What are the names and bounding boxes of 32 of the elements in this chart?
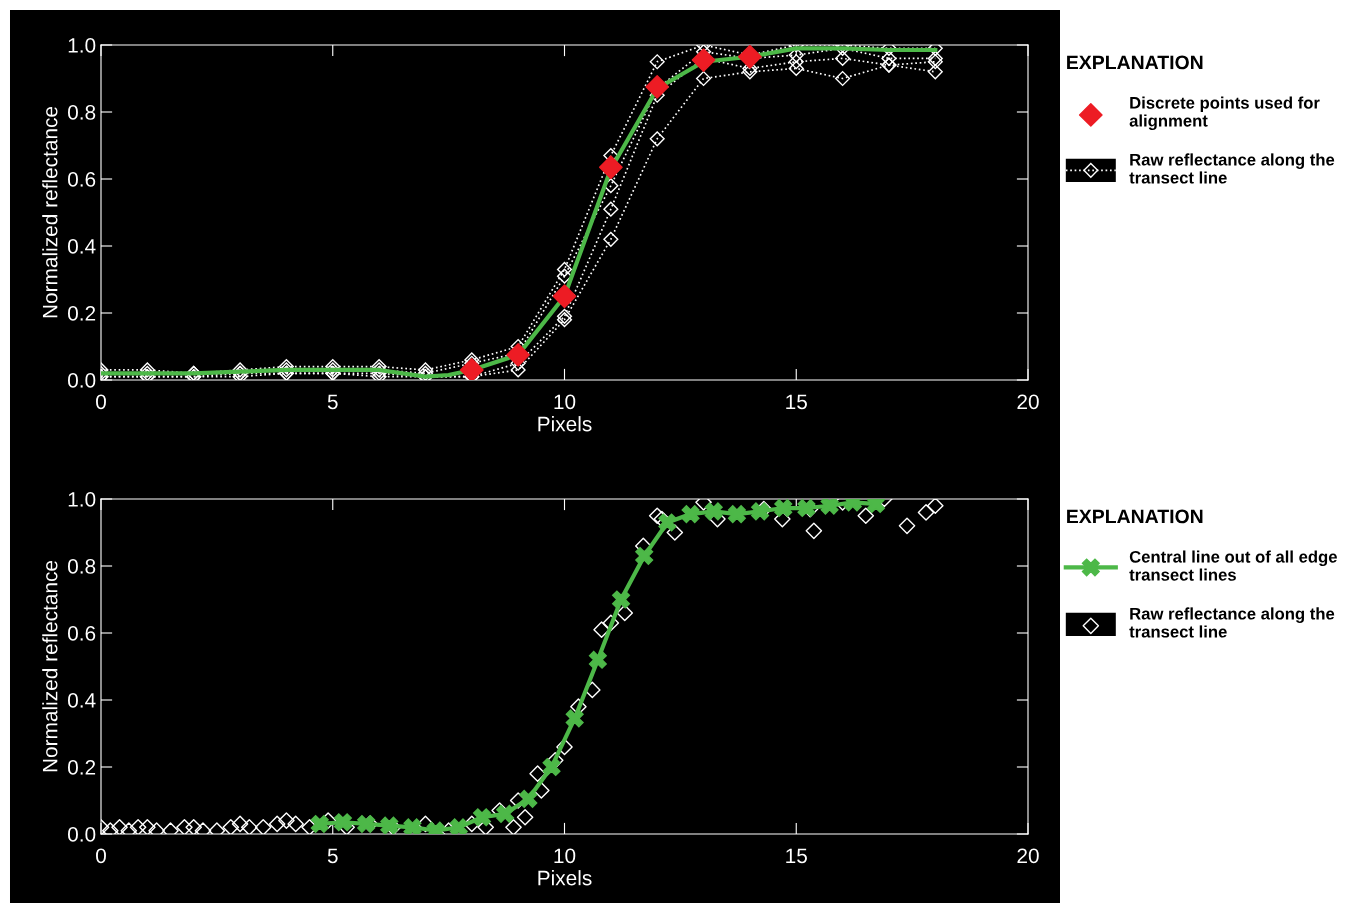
x-tick-label: 15 bbox=[786, 848, 807, 864]
y-tick-label: 0.0 bbox=[67, 827, 96, 842]
y-tick-label: 0.6 bbox=[67, 172, 96, 187]
x-tick-label: 0 bbox=[96, 848, 106, 864]
x-tick-label: 10 bbox=[554, 848, 576, 864]
y-tick-label: 1.0 bbox=[68, 38, 96, 53]
y-axis-title: Normalized reflectance bbox=[42, 106, 58, 318]
y-tick-label: 0.8 bbox=[67, 559, 96, 574]
x-tick-label: 20 bbox=[1017, 848, 1039, 864]
y-tick-label: 0.6 bbox=[67, 626, 96, 641]
y-tick-label: 1.0 bbox=[68, 492, 96, 507]
legend-label: Raw reflectance along the transect line bbox=[1129, 607, 1335, 638]
y-tick-label: 0.4 bbox=[67, 693, 96, 708]
x-tick-label: 10 bbox=[554, 394, 576, 410]
x-tick-label: 15 bbox=[786, 394, 807, 410]
legend-label: Central line out of all edge transect lines bbox=[1129, 550, 1337, 581]
legend-label: Raw reflectance along the transect line bbox=[1129, 153, 1335, 184]
x-tick-label: 0 bbox=[96, 394, 106, 410]
y-tick-label: 0.8 bbox=[67, 105, 96, 120]
x-tick-label: 5 bbox=[327, 848, 338, 864]
y-tick-label: 0.4 bbox=[67, 239, 96, 254]
x-tick-label: 20 bbox=[1017, 394, 1039, 410]
y-tick-label: 0.2 bbox=[67, 760, 96, 775]
x-axis-title: Pixels bbox=[538, 416, 592, 432]
legend-title: EXPLANATION bbox=[1067, 509, 1203, 524]
x-tick-label: 5 bbox=[327, 394, 338, 410]
y-axis-title: Normalized reflectance bbox=[42, 560, 58, 772]
x-axis-title: Pixels bbox=[538, 870, 592, 886]
y-tick-label: 0.2 bbox=[67, 306, 96, 321]
legend-title: EXPLANATION bbox=[1067, 55, 1203, 70]
legend-label: Discrete points used for alignment bbox=[1129, 96, 1320, 131]
y-tick-label: 0.0 bbox=[67, 373, 96, 388]
